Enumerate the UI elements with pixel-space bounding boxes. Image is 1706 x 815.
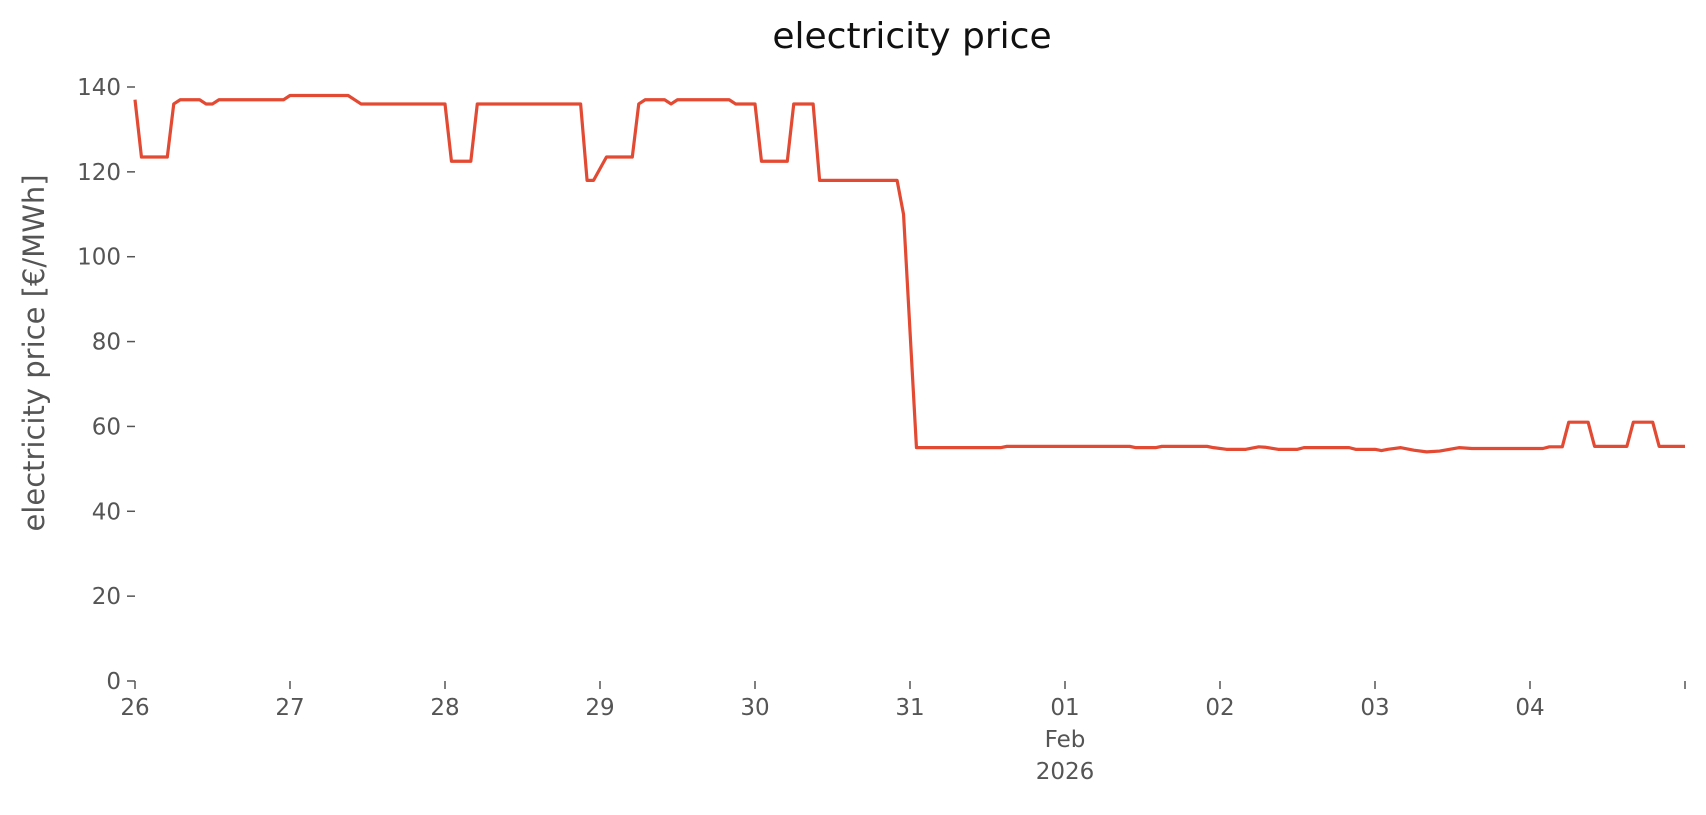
x-tick-label: 31	[895, 695, 924, 721]
y-tick-label: 0	[106, 669, 121, 695]
x-tick-label: 30	[740, 695, 769, 721]
y-tick-label: 120	[77, 160, 121, 186]
x-tick-label: 03	[1360, 695, 1389, 721]
x-tick-label: 04	[1515, 695, 1544, 721]
x-tick-label: 02	[1205, 695, 1234, 721]
x-tick-label: 01 Feb 2026	[1036, 695, 1095, 785]
chart-title: electricity price	[772, 16, 1051, 57]
y-tick-label: 40	[92, 499, 121, 525]
y-tick-label: 60	[92, 414, 121, 440]
y-tick-label: 140	[77, 75, 121, 101]
x-tick-label: 28	[430, 695, 459, 721]
y-tick-label: 20	[92, 584, 121, 610]
y-tick-label: 80	[92, 330, 121, 356]
x-tick-label: 26	[120, 695, 149, 721]
x-tick-label: 27	[275, 695, 304, 721]
y-tick-label: 100	[77, 245, 121, 271]
price-line	[133, 93, 1685, 454]
x-tick-label: 29	[585, 695, 614, 721]
y-axis-label: electricity price [€/MWh]	[17, 174, 51, 531]
